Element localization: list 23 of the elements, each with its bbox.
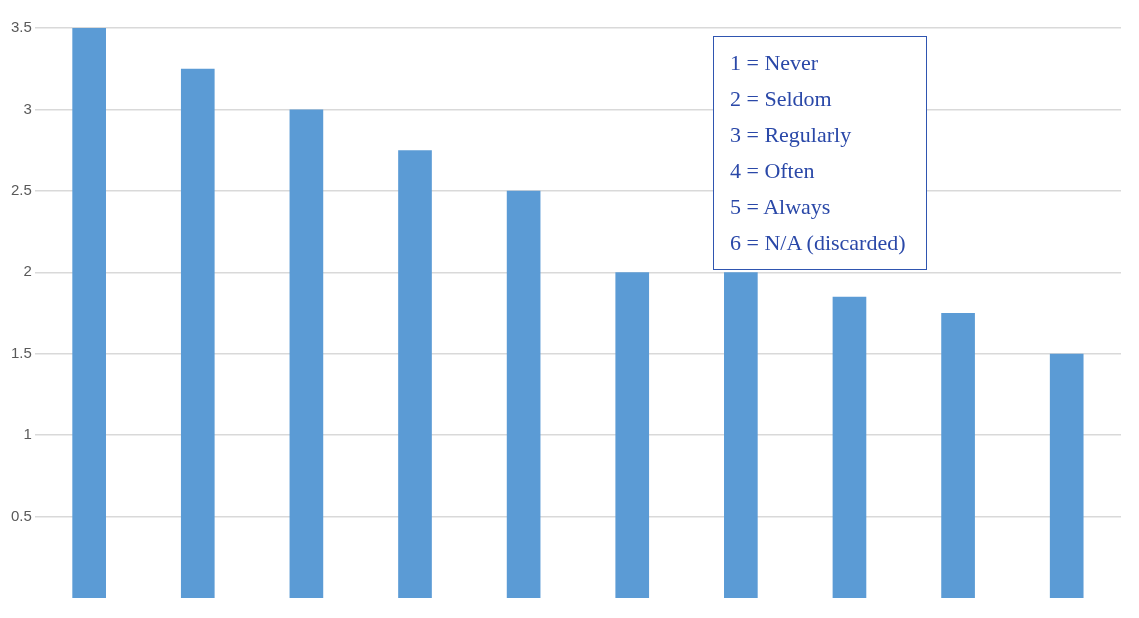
bar [72, 28, 106, 598]
y-tick-label: 2 [23, 262, 32, 280]
y-tick-label: 3.5 [10, 18, 32, 36]
annotation: 5 = Always [730, 193, 832, 221]
y-tick-label: 1.5 [10, 343, 32, 361]
annotation: 3 = Regularly [730, 121, 853, 149]
bar [180, 68, 215, 598]
annotation: 1 = Never [730, 49, 820, 77]
bar [1049, 353, 1084, 598]
y-tick-label: 1 [23, 425, 32, 443]
bar [398, 150, 432, 598]
y-tick-label: 3 [23, 99, 32, 117]
bar [615, 272, 650, 598]
bar [724, 272, 758, 598]
bar [289, 109, 324, 598]
annotation: 4 = Often [730, 157, 816, 185]
y-tick-label: 0.5 [10, 506, 32, 524]
y-tick-label: 2.5 [10, 181, 32, 198]
annotation: 2 = Seldom [730, 85, 833, 113]
bar [941, 313, 975, 598]
annotation: 6 = N/A (discarded) [730, 229, 906, 257]
bar [506, 190, 541, 598]
bar [832, 296, 867, 598]
